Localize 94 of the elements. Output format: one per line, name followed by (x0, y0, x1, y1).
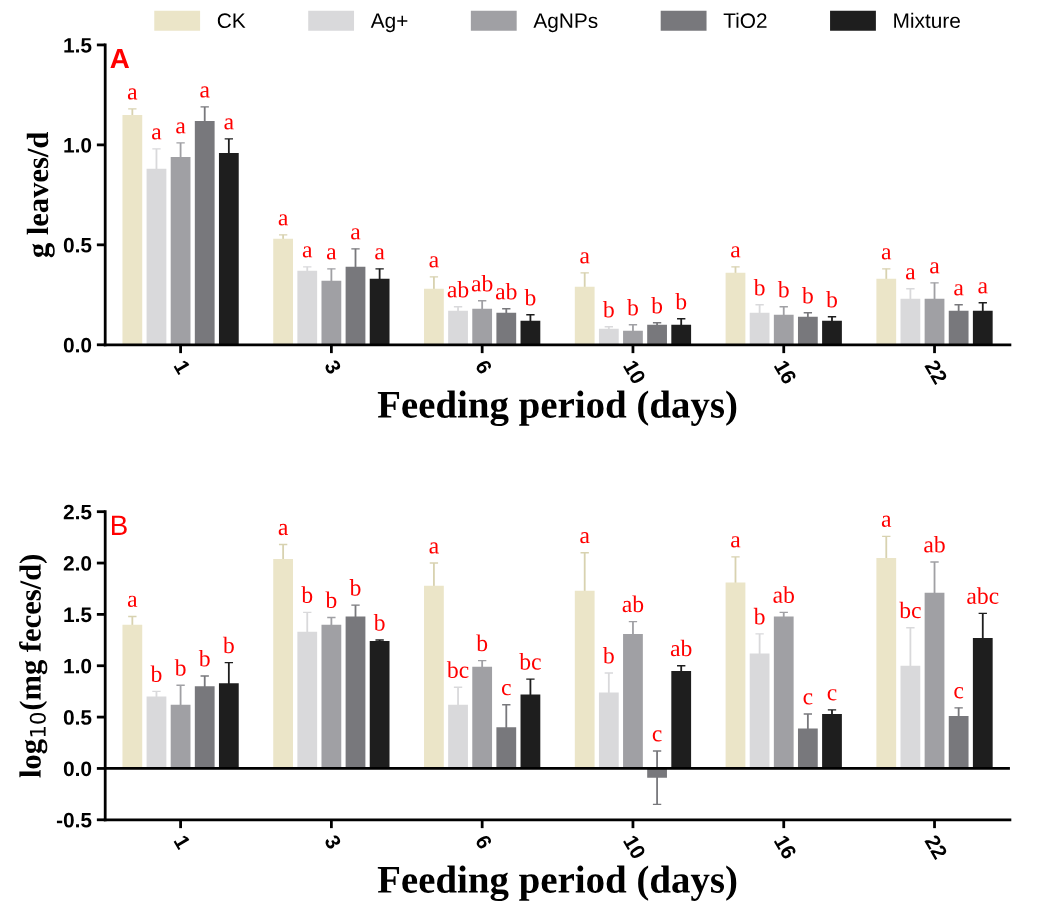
data-label: a (580, 252, 590, 264)
legend-label: CK (217, 13, 246, 29)
data-label: c (803, 693, 813, 705)
y-tick-label: 0.5 (63, 237, 92, 253)
data-label: b (627, 298, 638, 316)
x-axis-title: Feeding period (days) (377, 865, 737, 902)
data-label: ab (447, 280, 469, 298)
y-tick-label: 0.0 (63, 337, 92, 353)
data-label: bc (519, 653, 541, 670)
data-label: bc (446, 661, 469, 678)
x-tick-label: 6 (474, 358, 493, 376)
data-label: ab (924, 535, 945, 553)
chart-title: B (112, 515, 127, 535)
legend-label: AgNPs (533, 13, 598, 33)
data-label: b (826, 290, 837, 308)
y-tick-label: 1.5 (64, 38, 92, 53)
data-label: a (954, 284, 964, 296)
x-tick-label: 6 (474, 833, 493, 851)
data-label: b (753, 278, 765, 296)
data-label: a (302, 246, 313, 258)
data-label: a (881, 515, 892, 527)
x-tick-label: 16 (773, 359, 798, 386)
data-label: c (652, 730, 662, 742)
data-label: a (278, 214, 289, 226)
legend-label: Mixture (894, 12, 960, 29)
data-label: a (905, 268, 916, 280)
data-label: a (278, 523, 289, 536)
data-label: b (602, 646, 614, 664)
legend-label: Ag+ (370, 13, 408, 33)
data-label: abc (967, 587, 999, 604)
x-tick-label: 22 (924, 833, 948, 860)
y-axis-title: g leaves/d (26, 131, 55, 258)
data-label: b (198, 649, 210, 667)
data-label: b (301, 586, 313, 603)
data-label: ab (670, 639, 692, 657)
data-label: b (325, 591, 337, 609)
data-label: a (326, 248, 337, 260)
x-tick-label: 3 (323, 358, 342, 376)
x-tick-label: 3 (323, 833, 342, 851)
y-tick-label: 1.0 (64, 658, 92, 674)
x-tick-label: 22 (924, 358, 948, 385)
data-label: ab (471, 274, 493, 292)
data-label: ab (773, 586, 794, 603)
data-label: b (753, 607, 765, 625)
data-label: a (375, 248, 385, 260)
data-label: a (978, 282, 988, 294)
legend-label: TiO2 (723, 12, 767, 29)
data-label: b (524, 288, 536, 306)
data-label: a (200, 86, 210, 98)
data-label: a (127, 595, 138, 608)
data-label: a (176, 122, 186, 134)
data-label: a (731, 536, 741, 548)
x-tick-label: 1 (173, 359, 191, 376)
data-label: b (602, 300, 614, 318)
y-tick-label: 1.0 (64, 137, 92, 153)
data-label: b (777, 280, 789, 298)
data-label: a (224, 118, 234, 130)
y-axis-title: log$_{10}$(mg feces/d) (19, 555, 48, 778)
data-label: a (127, 88, 138, 100)
data-label: c (954, 687, 964, 699)
data-label: a (580, 532, 590, 544)
data-label: b (150, 665, 162, 682)
data-label: b (222, 636, 234, 654)
data-label: b (349, 579, 361, 596)
data-label: a (429, 542, 439, 554)
chart-title: A (110, 48, 130, 69)
data-label: a (731, 246, 741, 258)
x-axis-title: Feeding period (days) (377, 390, 737, 427)
data-label: b (476, 634, 488, 652)
data-label: a (881, 248, 892, 260)
data-label: a (930, 262, 940, 274)
data-label: c (501, 683, 511, 696)
x-tick-label: 16 (773, 834, 798, 861)
y-tick-label: 0.5 (63, 710, 92, 725)
y-tick-label: 1.5 (64, 607, 92, 623)
data-label: ab (622, 595, 644, 613)
x-tick-label: 1 (173, 834, 191, 851)
data-label: c (827, 689, 837, 701)
data-label: b (174, 659, 186, 676)
data-label: a (351, 228, 361, 240)
data-label: b (651, 296, 663, 314)
data-label: ab (495, 282, 517, 300)
x-tick-label: 10 (622, 834, 647, 860)
data-label: a (429, 256, 439, 268)
data-label: b (373, 614, 385, 631)
y-tick-label: -0.5 (56, 812, 92, 828)
data-label: b (675, 292, 687, 310)
y-tick-label: 2.0 (63, 556, 92, 571)
data-label: a (152, 128, 162, 140)
x-tick-label: 10 (622, 359, 647, 385)
y-tick-label: 2.5 (63, 504, 92, 520)
y-tick-label: 0.0 (63, 761, 92, 777)
data-label: bc (899, 601, 921, 619)
data-label: b (801, 286, 813, 304)
